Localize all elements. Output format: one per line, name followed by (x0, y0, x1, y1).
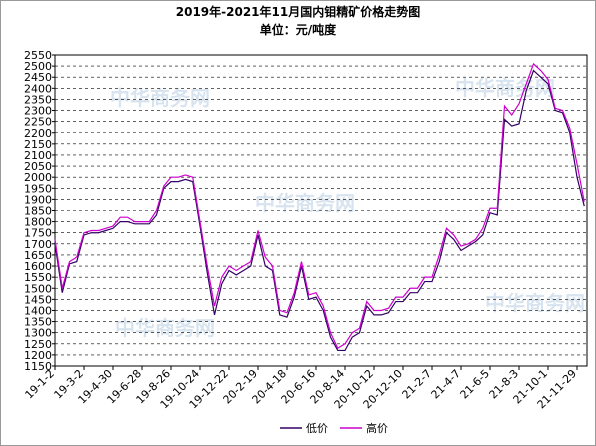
series-line (54, 62, 585, 350)
y-tick-label: 2250 (24, 116, 52, 129)
y-tick-label: 1800 (24, 216, 52, 229)
y-tick-label: 1850 (24, 205, 52, 218)
watermark: 中华商务网 (485, 291, 585, 315)
y-tick-label: 1550 (24, 271, 52, 284)
series-line (54, 69, 585, 352)
y-tick-label: 2300 (24, 105, 52, 118)
watermark: 中华商务网 (110, 86, 210, 110)
y-tick-label: 1150 (24, 360, 52, 373)
y-tick-label: 1400 (24, 304, 52, 317)
legend-label: 高价 (366, 421, 388, 435)
watermark: 中华商务网 (455, 76, 555, 100)
y-tick-label: 1900 (24, 193, 52, 206)
y-tick-label: 1300 (24, 327, 52, 340)
chart-title: 2019年-2021年11月国内钼精矿价格走势图 (176, 4, 420, 19)
y-tick-label: 2450 (24, 71, 52, 84)
y-tick-label: 1450 (24, 293, 52, 306)
y-tick-label: 2000 (24, 171, 52, 184)
y-tick-label: 1200 (24, 349, 52, 362)
watermark: 中华商务网 (115, 316, 215, 340)
y-tick-label: 1950 (24, 182, 52, 195)
y-tick-label: 2350 (24, 93, 52, 106)
y-tick-label: 2400 (24, 82, 52, 95)
legend-label: 低价 (306, 422, 328, 435)
y-tick-label: 1650 (24, 249, 52, 262)
y-tick-label: 2550 (24, 49, 52, 62)
chart-subtitle: 单位：元/吨度 (260, 22, 337, 37)
y-tick-label: 1700 (24, 238, 52, 251)
y-tick-label: 1750 (24, 227, 52, 240)
y-tick-label: 1350 (24, 316, 52, 329)
y-tick-label: 2200 (24, 127, 52, 140)
y-tick-label: 2050 (24, 160, 52, 173)
y-tick-label: 1250 (24, 338, 52, 351)
y-tick-label: 2100 (24, 149, 52, 162)
y-tick-label: 1500 (24, 282, 52, 295)
watermark: 中华商务网 (255, 191, 355, 215)
y-tick-label: 2500 (24, 60, 52, 73)
y-tick-label: 2150 (24, 138, 52, 151)
y-tick-label: 1600 (24, 260, 52, 273)
